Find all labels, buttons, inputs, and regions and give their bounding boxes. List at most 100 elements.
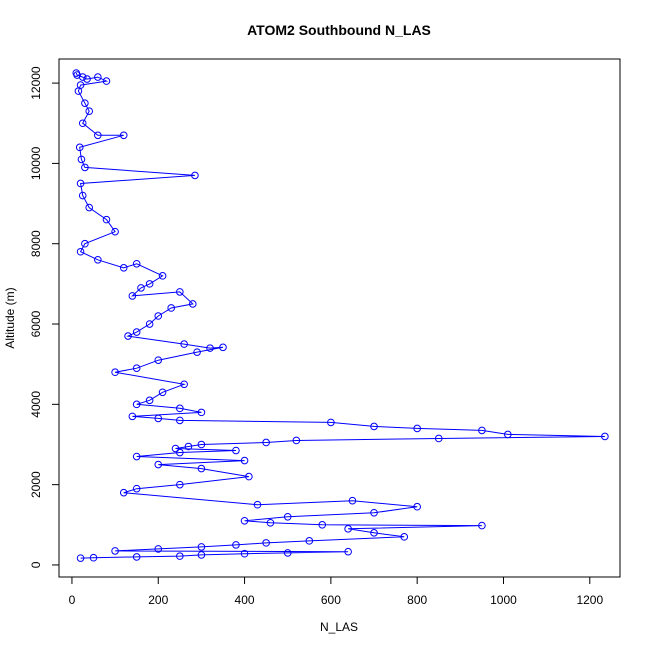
data-point [176,288,184,296]
data-point [478,521,486,530]
data-point [102,77,111,85]
data-point [219,343,227,352]
data-point [245,472,253,481]
x-axis-label: N_LAS [320,620,358,634]
data-point [132,452,141,461]
x-axis: 0 200 400 600 800 1000 1200 [69,576,603,607]
data-point [145,320,154,328]
data-point [132,259,141,268]
data-point [262,539,270,547]
data-point [154,312,163,320]
data-point [176,404,184,413]
data-point [413,424,421,433]
data-point [400,533,409,541]
data-point [154,356,163,364]
data-point [266,518,275,527]
data-point [370,529,378,537]
x-tick-label: 200 [148,593,168,607]
data-point [83,75,91,83]
data-point [504,430,512,439]
data-point [184,442,193,451]
data-point [128,292,137,300]
data-point [154,414,163,423]
plot-area [72,69,609,562]
data-point [75,143,84,152]
data-point [81,99,89,107]
data-point [180,380,188,389]
data-point [132,553,141,561]
data-point [193,348,201,356]
data-point [145,280,154,288]
data-point [370,508,378,517]
data-point [85,203,94,212]
data-point [348,496,357,505]
data-point [167,304,175,312]
data-point [111,227,119,236]
data-point [154,545,163,553]
data-point [76,247,85,256]
data-point [327,418,335,427]
y-tick-label: 10000 [29,146,43,180]
data-point [197,551,206,559]
plot-frame [58,58,621,578]
data-point [154,460,163,469]
data-point [137,284,145,292]
data-point [240,456,249,465]
data-point [197,464,206,473]
data-point [478,426,486,435]
data-point [176,416,184,425]
data-point [119,488,128,497]
data-point [94,255,102,264]
series-line [75,72,605,559]
y-axis: 0 2000 4000 6000 8000 10000 12000 [29,66,60,568]
data-point [253,500,262,509]
data-point [132,364,141,372]
data-point [344,525,352,533]
data-point [344,547,352,556]
x-tick-label: 0 [69,593,76,607]
data-point [132,400,141,409]
data-point [78,119,87,128]
y-axis-label: Altitude (m) [3,287,17,348]
chart-title: ATOM2 Southbound N_LAS [247,22,431,38]
data-point [601,432,609,441]
data-point [132,484,141,493]
data-point [191,171,199,180]
y-tick-label: 8000 [29,230,43,257]
data-point [171,444,180,453]
x-tick-label: 1000 [490,593,517,607]
y-tick-label: 2000 [29,471,43,498]
x-tick-label: 1200 [576,593,603,607]
data-point [94,131,102,140]
data-point [74,87,83,95]
data-point [76,554,85,562]
data-point [240,549,249,558]
data-point [81,163,89,172]
data-point [240,516,249,525]
data-point [197,408,206,417]
data-point [206,344,214,352]
data-point [111,368,119,377]
data-point [128,412,137,421]
data-point [158,388,167,397]
data-point [262,438,270,447]
data-point [283,549,292,557]
data-point [176,448,184,457]
data-point [158,272,167,280]
data-point [76,179,85,188]
data-point [232,541,240,549]
data-point [434,434,443,443]
data-point [197,543,206,551]
data-point [111,547,119,555]
y-tick-label: 12000 [29,66,43,100]
data-point [78,191,87,200]
data-point [188,300,197,308]
data-point [292,436,301,445]
data-point [305,537,314,545]
data-point [180,340,188,348]
data-point [197,440,206,449]
data-point [94,73,102,81]
y-tick-label: 0 [29,561,43,568]
data-point [77,155,86,164]
